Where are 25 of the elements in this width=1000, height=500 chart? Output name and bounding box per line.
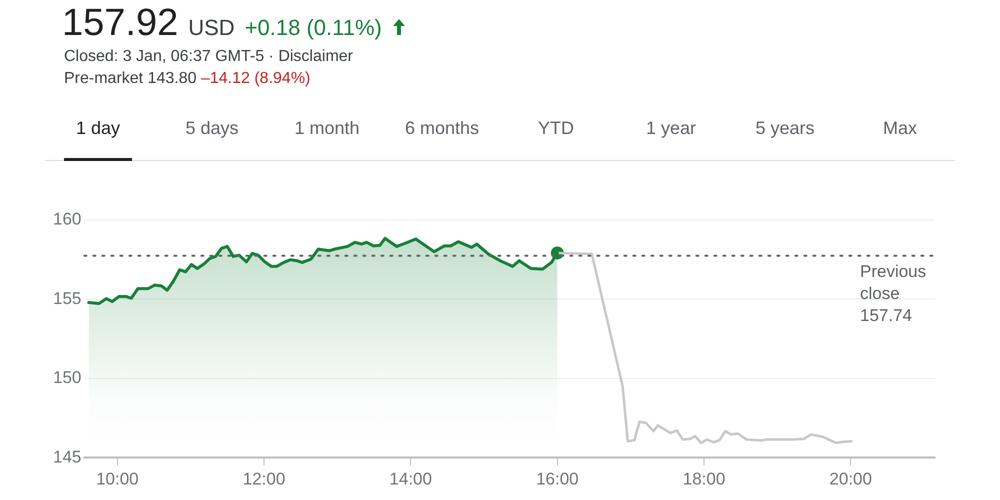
text: Pre-market 143.80 (64, 70, 197, 87)
text: YTD (538, 118, 574, 139)
text: 1 month (294, 118, 360, 139)
chart-title: 157.92 (62, 2, 178, 45)
text: 1 day (76, 118, 120, 139)
x-tick-label: 20:00 (829, 469, 872, 488)
text: 5 years (755, 118, 815, 139)
x-tick-label: 10:00 (96, 469, 139, 488)
text: –14.12 (8.94%) (200, 70, 310, 87)
x-tick-label: 18:00 (682, 469, 726, 488)
y-tick-label: 160 (52, 210, 82, 229)
ref-line-label: Previous close 157.74 (860, 262, 926, 325)
chart-subtitle: Closed: 3 Jan, 06:37 GMT-5 · Disclaimer (64, 48, 353, 66)
y-tick-label: 145 (52, 447, 82, 466)
text: 6 months (404, 118, 480, 139)
x-tick-label: 14:00 (389, 469, 432, 488)
y-tick-label: 150 (52, 368, 82, 388)
text: Max (882, 118, 918, 139)
x-tick-label: 12:00 (242, 469, 286, 488)
x-tick-label: 16:00 (536, 469, 579, 488)
text: +0.18 (0.11%) (244, 15, 382, 41)
y-tick-label: 155 (52, 288, 82, 308)
text: USD (188, 15, 235, 41)
text: 5 days (185, 118, 239, 139)
text: 1 year (646, 118, 696, 139)
